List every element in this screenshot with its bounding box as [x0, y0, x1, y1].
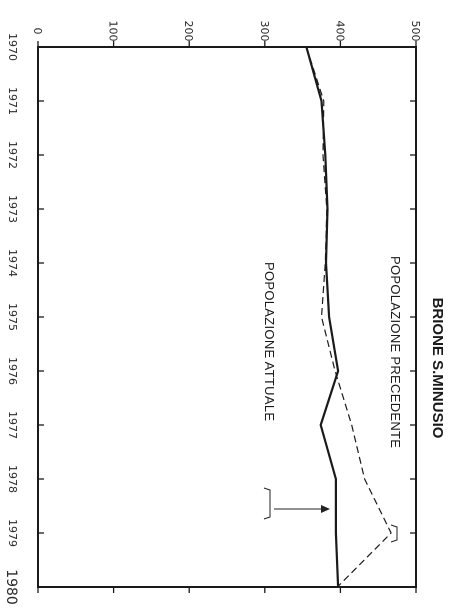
legend-bracket-precedente: [390, 524, 398, 543]
series-lines: [305, 46, 392, 588]
series-line-popolazione-attuale: [305, 46, 340, 588]
value-tick-label: 300: [258, 21, 271, 42]
year-tick-label: 1979: [6, 519, 19, 547]
year-tick-label: 1974: [6, 249, 19, 277]
value-tick-label: 400: [333, 21, 346, 42]
plot-area: [37, 46, 417, 588]
value-tick-label: 200: [182, 21, 195, 42]
value-tick-label: 0: [31, 28, 44, 35]
value-tick-label: 100: [107, 21, 120, 42]
year-tick-label: 1973: [6, 195, 19, 223]
legend-arrowhead-attuale: [321, 505, 330, 513]
year-tick-label: 1975: [6, 303, 19, 331]
year-tick-label: 1976: [6, 357, 19, 385]
year-tick-label: 1970: [6, 33, 19, 61]
year-tick-label: 1977: [6, 411, 19, 439]
legend-label-popolazione-attuale: POPOLAZIONE ATTUALE: [262, 262, 277, 421]
year-tick-label: 1980: [3, 569, 19, 605]
legend-bracket-attuale: [263, 487, 271, 520]
chart-title: BRIONE S.MINUSIO: [429, 298, 446, 439]
value-tick-label: 500: [409, 21, 422, 42]
year-tick-label: 1978: [6, 465, 19, 493]
year-tick-label: 1971: [6, 87, 19, 115]
plot-frame: [37, 46, 417, 588]
legend-label-popolazione-precedente: POPOLAZIONE PRECEDENTE: [388, 256, 403, 448]
series-line-popolazione-precedente: [305, 46, 392, 588]
axes: 0 100 200 300 400 500 1970 1971 1972 1973 1974 1975…: [3, 21, 422, 605]
year-tick-label: 1972: [6, 141, 19, 169]
